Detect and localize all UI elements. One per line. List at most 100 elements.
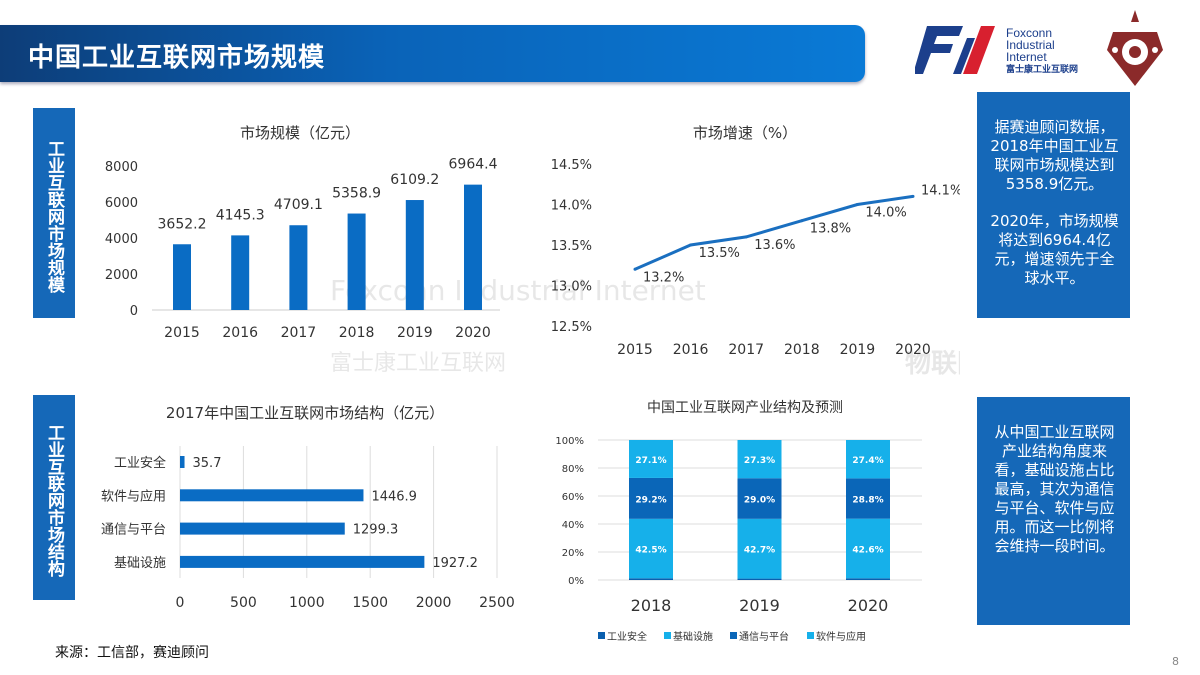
- x-tick-label: 2018: [631, 596, 672, 615]
- category-label: 工业安全: [114, 455, 166, 471]
- legend-label: 软件与应用: [816, 630, 866, 643]
- data-label: 28.8%: [852, 496, 883, 506]
- bar: [180, 489, 364, 502]
- data-label: 1446.9: [371, 489, 417, 504]
- x-tick-label: 2015: [617, 342, 653, 358]
- x-tick-label: 2020: [848, 596, 889, 615]
- x-tick-label: 2018: [784, 342, 820, 358]
- data-label: 13.6%: [754, 238, 795, 253]
- data-label: 4709.1: [274, 197, 323, 213]
- watermark-text: 富士康工业互联网: [330, 351, 506, 376]
- x-tick-label: 2019: [840, 342, 876, 358]
- data-label: 13.8%: [810, 222, 851, 237]
- note-text: 2020年，市场规模将达到6964.4亿元，增速领先于全球水平。: [990, 212, 1119, 287]
- fii-logo-icon: [915, 26, 995, 74]
- data-point: [855, 203, 859, 206]
- bar-segment: [629, 477, 673, 519]
- source-note: 来源：工信部，赛迪顾问: [55, 645, 209, 661]
- bar-segment: [629, 440, 673, 478]
- x-tick-label: 2020: [455, 325, 491, 341]
- category-label: 通信与平台: [101, 523, 166, 538]
- bar-segment: [737, 440, 782, 479]
- y-tick-label: 14.0%: [551, 199, 592, 214]
- logo-line-1: Foxconn: [1006, 26, 1053, 40]
- y-tick-label: 0%: [568, 576, 584, 587]
- data-point: [689, 243, 693, 247]
- bar: [180, 555, 425, 568]
- y-tick-label: 14.5%: [551, 158, 592, 173]
- bar: [289, 225, 308, 310]
- logo-line-cn: 富士康工业互联网: [1006, 64, 1079, 74]
- bar-segment: [737, 478, 782, 519]
- y-tick-label: 12.5%: [551, 320, 592, 335]
- side-label-market-size: 工业互联网市场规模: [33, 108, 75, 318]
- data-label: 13.2%: [643, 270, 684, 285]
- logo-line-3: Internet: [1006, 50, 1047, 64]
- y-tick-label: 13.5%: [551, 239, 592, 254]
- data-label: 35.7: [193, 456, 222, 471]
- chart-title: 市场增速（%）: [693, 124, 797, 142]
- watermark-text: Foxconn Industrial Internet: [330, 274, 706, 307]
- y-tick-label: 40%: [562, 520, 584, 531]
- y-tick-label: 0: [130, 304, 138, 319]
- bar-segment: [846, 518, 890, 579]
- data-label: 14.1%: [921, 183, 960, 198]
- page-title: 中国工业互联网市场规模: [28, 43, 326, 73]
- bar-segment: [846, 440, 890, 479]
- bar-segment: [737, 578, 782, 580]
- x-tick-label: 500: [230, 595, 257, 611]
- watermark: Foxconn Industrial Internet 富士康工业互联网 物联网…: [330, 274, 960, 379]
- legend-swatch: [730, 632, 737, 639]
- data-label: 3652.2: [158, 216, 207, 232]
- x-tick-label: 2016: [673, 342, 709, 358]
- data-label: 13.5%: [699, 246, 740, 261]
- bar: [347, 213, 366, 310]
- x-tick-label: 2500: [479, 595, 515, 611]
- bar: [464, 184, 482, 310]
- bar-segment: [629, 578, 673, 580]
- data-label: 27.4%: [852, 456, 883, 466]
- bar: [180, 522, 345, 535]
- legend-label: 工业安全: [607, 630, 647, 643]
- logo-line-2: Industrial: [1006, 38, 1055, 52]
- y-tick-label: 8000: [105, 160, 138, 175]
- y-tick-label: 4000: [105, 232, 138, 247]
- x-tick-label: 1500: [352, 595, 388, 611]
- x-tick-label: 2020: [895, 342, 931, 358]
- chart-title: 2017年中国工业互联网市场结构（亿元）: [166, 404, 444, 422]
- x-tick-label: 2017: [728, 342, 764, 358]
- data-label: 29.0%: [744, 496, 775, 506]
- header-bar: 中国工业互联网市场规模: [0, 25, 865, 82]
- note-box-1: 据赛迪顾问数据，2018年中国工业互联网市场规模达到5358.9亿元。 2020…: [977, 92, 1130, 318]
- bar: [231, 235, 250, 310]
- data-label: 6109.2: [390, 172, 439, 188]
- data-label: 1299.3: [353, 523, 399, 538]
- x-tick-label: 2015: [164, 325, 200, 341]
- bar-segment: [629, 518, 673, 579]
- data-label: 5358.9: [332, 186, 381, 202]
- bar-segment: [846, 578, 890, 580]
- category-label: 基础设施: [114, 556, 166, 571]
- data-point: [633, 267, 637, 271]
- data-label: 14.0%: [865, 206, 906, 221]
- data-point: [911, 194, 915, 198]
- data-label: 27.3%: [744, 456, 775, 466]
- legend-swatch: [664, 632, 671, 639]
- data-label: 42.6%: [852, 546, 883, 556]
- x-tick-label: 2019: [739, 596, 780, 615]
- x-tick-label: 2019: [397, 325, 433, 341]
- y-tick-label: 13.0%: [551, 280, 592, 295]
- note-text: 从中国工业互联网产业结构角度来看，基础设施占比最高，其次为通信与平台、软件与应用…: [994, 423, 1115, 555]
- data-point: [744, 235, 748, 239]
- y-tick-label: 80%: [562, 464, 584, 475]
- data-label: 6964.4: [449, 157, 498, 173]
- y-tick-label: 100%: [555, 436, 584, 447]
- bar-segment: [737, 518, 782, 579]
- bar: [173, 244, 191, 310]
- bar: [405, 200, 424, 310]
- y-tick-label: 2000: [105, 268, 138, 283]
- watermark-text: 物联网 I 库: [905, 349, 960, 379]
- data-label: 42.5%: [635, 546, 666, 556]
- x-tick-label: 2016: [222, 325, 258, 341]
